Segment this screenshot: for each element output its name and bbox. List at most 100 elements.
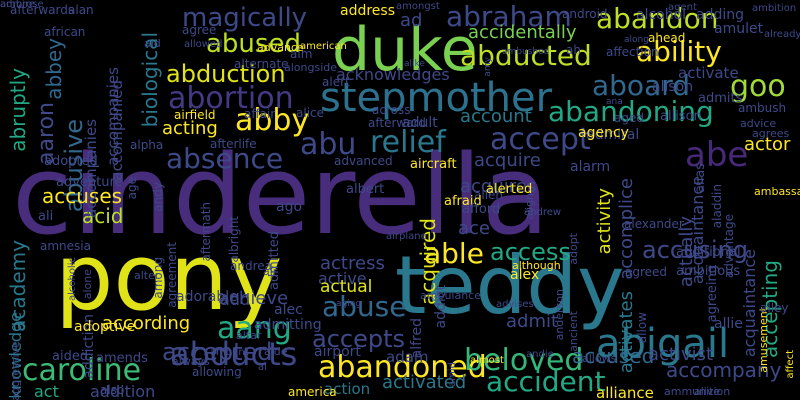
word-abigail: abigail: [596, 321, 730, 367]
word-advance: advance: [257, 41, 304, 54]
word-ah: ah: [566, 43, 581, 57]
word-activates: activates: [616, 291, 637, 374]
word-abandoned: abandoned: [318, 350, 487, 385]
word-ambulance: ambulance: [420, 289, 481, 302]
word-adventure: adventure: [56, 175, 123, 190]
word-agreed: agreed: [625, 265, 668, 279]
word-accepted: accepted: [162, 338, 273, 366]
word-allison: allison: [660, 109, 702, 124]
word-allie: allie: [714, 316, 743, 332]
word-afterward: afterward: [368, 116, 426, 130]
word-acting: acting: [162, 118, 218, 139]
word-affection: affection: [606, 45, 659, 59]
word-andy: andy: [151, 182, 165, 212]
word-alfred: alfred: [409, 318, 425, 359]
word-ago: ago: [276, 199, 303, 215]
word-advanced: advanced: [334, 154, 393, 168]
word-albright: albright: [227, 216, 241, 263]
word-agrees: agrees: [752, 127, 790, 140]
word-actual: actual: [320, 277, 373, 297]
word-aang: aang: [217, 311, 292, 346]
word-afford: afford: [462, 202, 501, 217]
word-aided: aided: [52, 349, 89, 364]
word-ancient: ancient: [567, 311, 580, 352]
word-accept: accept: [490, 122, 591, 157]
word-anderson: anderson: [553, 289, 566, 341]
word-air: air: [263, 265, 278, 278]
word-ambushed: ambushed: [502, 47, 550, 57]
word-actor: actor: [744, 134, 791, 155]
word-adult: adult: [402, 115, 438, 131]
word-account: account: [460, 106, 532, 127]
word-accusing: accusing: [642, 236, 748, 264]
word-accuses: accuses: [42, 184, 123, 208]
word-alliance: alliance: [596, 384, 654, 400]
word-able: able: [424, 237, 484, 270]
word-advice: advice: [740, 117, 777, 130]
word-acquaintance: acquaintance: [740, 249, 759, 358]
word-alexander: alexander: [624, 217, 684, 231]
word-ana: ana: [606, 97, 623, 107]
word-amount: amount: [210, 347, 249, 358]
word-cinderella: cinderella: [12, 131, 550, 259]
word-duke: duke: [332, 15, 478, 85]
word-acquire: acquire: [474, 150, 541, 171]
word-address: address: [340, 3, 396, 19]
word-already: already: [764, 29, 800, 40]
word-alias: alias: [693, 163, 708, 193]
word-amy: amy: [483, 57, 493, 77]
word-alan: alan: [68, 3, 94, 17]
word-adopt: adopt: [567, 233, 580, 265]
word-alcoholic: alcoholic: [67, 257, 78, 302]
word-andrew: andrew: [524, 207, 562, 218]
word-alert: alert: [322, 75, 350, 89]
word-ace: ace: [458, 218, 491, 239]
word-admitting: admitting: [254, 317, 322, 333]
word-amulet: amulet: [714, 21, 764, 37]
word-alternate: alternate: [234, 57, 289, 71]
word-acknowledges: acknowledges: [336, 65, 450, 84]
word-activity: activity: [594, 188, 615, 255]
word-abducts: abducts: [170, 335, 298, 373]
word-abused: abused: [206, 29, 301, 59]
word-aid: aid: [144, 37, 161, 50]
word-alter: alter: [134, 269, 160, 282]
word-almost: almost: [470, 355, 504, 366]
word-additional: additional: [676, 245, 741, 260]
word-alcohol: alcohol: [636, 7, 687, 23]
word-aircraft: aircraft: [410, 157, 457, 172]
word-ali: ali: [38, 209, 54, 224]
word-abuse: abuse: [322, 290, 407, 323]
word-goo: goo: [730, 69, 786, 104]
word-america: america: [288, 385, 337, 399]
word-amusement: amusement: [757, 307, 770, 373]
word-accompany: accompany: [666, 358, 782, 382]
word-also: also: [100, 383, 125, 397]
word-activate: activate: [678, 64, 739, 82]
word-admit: admit: [506, 311, 559, 332]
word-ammunition: ammunition: [664, 385, 731, 398]
word-agent: agent: [668, 2, 697, 13]
word-activist: activist: [648, 344, 714, 365]
word-ambrose: ambrose: [0, 0, 44, 10]
word-afterwards: afterwards: [10, 3, 75, 17]
word-accidentally: accidentally: [468, 22, 577, 43]
word-absence: absence: [166, 142, 284, 175]
word-adoptive: adoptive: [74, 319, 136, 335]
word-afraid: afraid: [444, 194, 482, 209]
word-teddy: teddy: [395, 239, 625, 332]
word-airport: airport: [314, 344, 361, 360]
word-allowed: allowed: [184, 39, 223, 50]
word-alike: alike: [404, 59, 425, 69]
word-affair: affair: [244, 107, 276, 121]
word-ambush: ambush: [738, 101, 787, 115]
word-alerted: alerted: [486, 182, 533, 197]
word-acid: acid: [82, 204, 124, 228]
word-across: across: [372, 103, 411, 117]
word-ability: ability: [636, 35, 722, 68]
word-alien: alien: [474, 188, 504, 202]
word-airfield: airfield: [174, 108, 216, 122]
word-abbey: abbey: [42, 38, 66, 100]
word-alpha: alpha: [130, 138, 164, 152]
